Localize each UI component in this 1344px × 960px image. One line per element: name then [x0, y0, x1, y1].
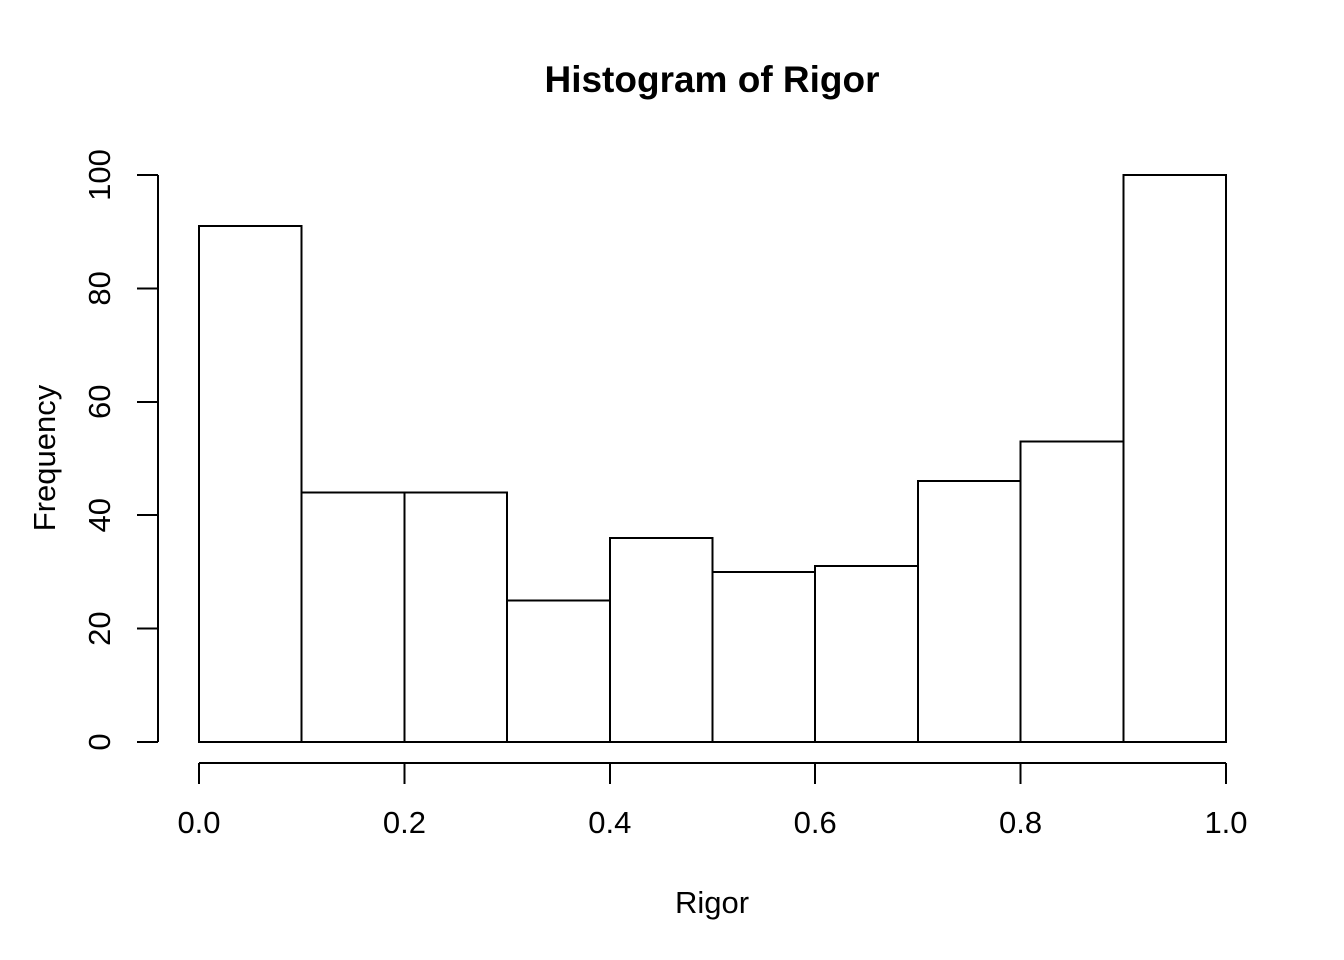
histogram-bar	[403, 491, 509, 743]
histogram-bar	[916, 480, 1022, 743]
x-tick-label: 0.2	[383, 805, 426, 840]
histogram-bar	[1019, 440, 1125, 743]
x-axis-label: Rigor	[675, 885, 749, 920]
y-tick-label: 20	[82, 611, 117, 645]
bars-group	[198, 174, 1228, 744]
histogram-bar	[608, 536, 714, 743]
histogram-bar	[300, 491, 406, 743]
x-tick-label: 0.4	[588, 805, 631, 840]
y-axis-label: Frequency	[27, 384, 62, 531]
histogram-bar	[506, 599, 611, 743]
y-tick-label: 60	[82, 385, 117, 419]
y-axis: 0 20 40 60 80 100	[82, 149, 159, 751]
histogram-bar	[1122, 174, 1228, 743]
histogram-bar	[198, 225, 303, 743]
x-tick-label: 0.0	[177, 805, 220, 840]
y-tick-label: 0	[82, 733, 117, 750]
x-tick-label: 0.6	[794, 805, 837, 840]
histogram-bar	[814, 565, 919, 743]
x-tick-label: 1.0	[1204, 805, 1247, 840]
y-tick-label: 100	[82, 149, 117, 201]
chart-title: Histogram of Rigor	[544, 59, 879, 100]
y-tick-label: 80	[82, 271, 117, 305]
histogram-bar	[711, 570, 817, 744]
y-tick-label: 40	[82, 498, 117, 532]
x-axis: 0.0 0.2 0.4 0.6 0.8 1.0	[177, 762, 1248, 840]
x-tick-label: 0.8	[999, 805, 1042, 840]
